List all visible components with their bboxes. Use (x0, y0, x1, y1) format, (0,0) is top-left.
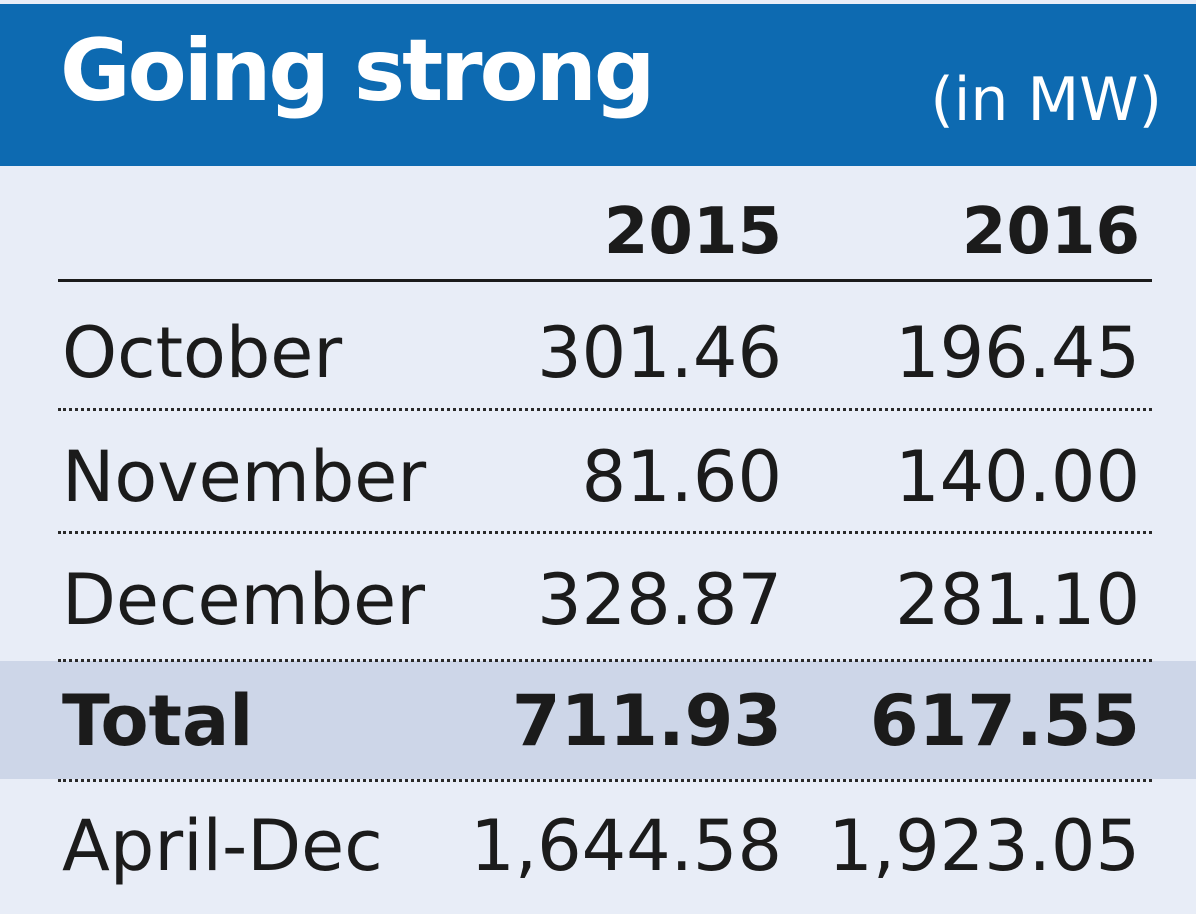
cell-total-2016: 617.55 (869, 680, 1140, 762)
row-divider (58, 659, 1152, 662)
page-title: Going strong (60, 21, 655, 121)
cell-december-2016: 281.10 (895, 559, 1140, 641)
row-divider (58, 408, 1152, 411)
cell-april-dec-2015: 1,644.58 (470, 805, 782, 887)
column-header-2015: 2015 (603, 195, 782, 269)
header-rule (58, 279, 1152, 282)
row-label-april-dec: April-Dec (62, 805, 383, 887)
row-label-total: Total (62, 680, 254, 762)
total-row-band (0, 661, 1196, 779)
header-bar: Going strong (in MW) (0, 4, 1196, 166)
row-label-december: December (62, 559, 425, 641)
row-label-november: November (62, 436, 427, 518)
cell-december-2015: 328.87 (537, 559, 782, 641)
cell-total-2015: 711.93 (511, 680, 782, 762)
column-header-2016: 2016 (961, 195, 1140, 269)
row-divider (58, 779, 1152, 782)
cell-november-2015: 81.60 (581, 436, 782, 518)
cell-april-dec-2016: 1,923.05 (828, 805, 1140, 887)
cell-october-2015: 301.46 (537, 312, 782, 394)
row-label-october: October (62, 312, 343, 394)
unit-label: (in MW) (930, 65, 1162, 135)
row-divider (58, 531, 1152, 534)
cell-october-2016: 196.45 (895, 312, 1140, 394)
cell-november-2016: 140.00 (895, 436, 1140, 518)
